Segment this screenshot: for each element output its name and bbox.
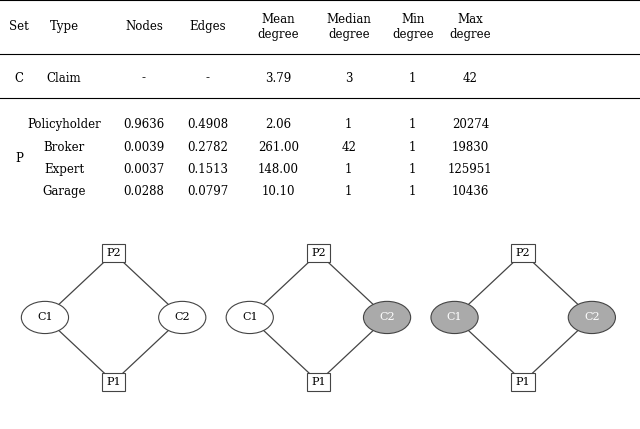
- Text: C2: C2: [380, 312, 395, 323]
- Text: -: -: [206, 72, 210, 85]
- FancyBboxPatch shape: [102, 244, 125, 262]
- Text: Median
degree: Median degree: [326, 13, 371, 41]
- FancyBboxPatch shape: [102, 373, 125, 391]
- Text: Max
degree: Max degree: [449, 13, 492, 41]
- FancyBboxPatch shape: [307, 373, 330, 391]
- Text: P2: P2: [516, 248, 531, 258]
- Text: P: P: [15, 152, 23, 165]
- Text: 1: 1: [409, 163, 417, 176]
- Text: Type: Type: [49, 20, 79, 33]
- Text: P1: P1: [311, 377, 326, 387]
- Text: C1: C1: [242, 312, 257, 323]
- Text: P2: P2: [311, 248, 326, 258]
- Text: 10.10: 10.10: [262, 185, 295, 198]
- Text: 0.0797: 0.0797: [188, 185, 228, 198]
- Text: 19830: 19830: [452, 141, 489, 154]
- Text: 261.00: 261.00: [258, 141, 299, 154]
- FancyBboxPatch shape: [511, 373, 535, 391]
- Text: Broker: Broker: [44, 141, 84, 154]
- Text: 148.00: 148.00: [258, 163, 299, 176]
- Text: Claim: Claim: [47, 72, 81, 85]
- FancyBboxPatch shape: [307, 244, 330, 262]
- Text: 2.06: 2.06: [266, 118, 291, 131]
- Text: Set: Set: [10, 20, 29, 33]
- Text: 10436: 10436: [452, 185, 489, 198]
- Text: 1: 1: [409, 185, 417, 198]
- Text: C1: C1: [37, 312, 52, 323]
- Text: Min
degree: Min degree: [392, 13, 434, 41]
- Text: C: C: [15, 72, 24, 85]
- Ellipse shape: [226, 301, 273, 334]
- Text: 3: 3: [345, 72, 353, 85]
- Text: 0.0288: 0.0288: [124, 185, 164, 198]
- Text: 0.9636: 0.9636: [124, 118, 164, 131]
- Text: 1: 1: [345, 185, 353, 198]
- Text: 1: 1: [409, 72, 417, 85]
- Text: 125951: 125951: [448, 163, 493, 176]
- Text: 0.0039: 0.0039: [124, 141, 164, 154]
- Ellipse shape: [364, 301, 411, 334]
- Text: P1: P1: [516, 377, 531, 387]
- Text: Mean
degree: Mean degree: [257, 13, 300, 41]
- Text: 0.0037: 0.0037: [124, 163, 164, 176]
- Text: Garage: Garage: [42, 185, 86, 198]
- Text: 1: 1: [345, 118, 353, 131]
- Text: 1: 1: [345, 163, 353, 176]
- Text: Nodes: Nodes: [125, 20, 163, 33]
- Text: 1: 1: [409, 118, 417, 131]
- Ellipse shape: [21, 301, 68, 334]
- Text: Expert: Expert: [44, 163, 84, 176]
- Text: 42: 42: [463, 72, 478, 85]
- Text: C2: C2: [175, 312, 190, 323]
- FancyBboxPatch shape: [511, 244, 535, 262]
- Ellipse shape: [431, 301, 478, 334]
- Text: C2: C2: [584, 312, 600, 323]
- Ellipse shape: [159, 301, 206, 334]
- Text: P1: P1: [106, 377, 121, 387]
- Text: 0.2782: 0.2782: [188, 141, 228, 154]
- Text: -: -: [142, 72, 146, 85]
- Text: Edges: Edges: [189, 20, 227, 33]
- Text: 0.4908: 0.4908: [188, 118, 228, 131]
- Text: C1: C1: [447, 312, 462, 323]
- Text: Policyholder: Policyholder: [27, 118, 101, 131]
- Text: 20274: 20274: [452, 118, 489, 131]
- Text: 0.1513: 0.1513: [188, 163, 228, 176]
- Text: 3.79: 3.79: [265, 72, 292, 85]
- Ellipse shape: [568, 301, 616, 334]
- Text: 1: 1: [409, 141, 417, 154]
- Text: 42: 42: [341, 141, 356, 154]
- Text: P2: P2: [106, 248, 121, 258]
